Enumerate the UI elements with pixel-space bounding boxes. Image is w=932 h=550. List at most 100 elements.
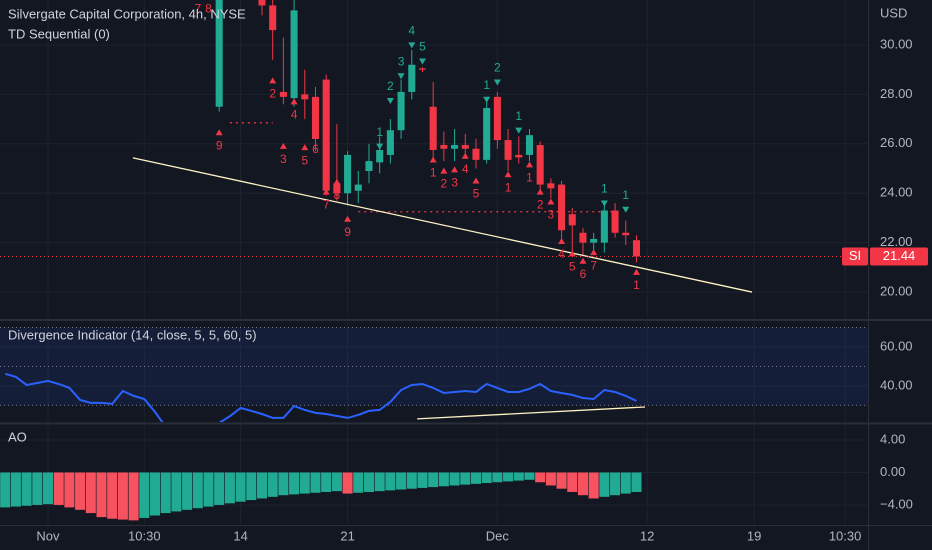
td-label: 1 [633,278,640,292]
td-marker [568,250,576,257]
candle-body [258,0,266,6]
candle-body [322,79,330,191]
currency-label: USD [880,5,907,20]
ao-bar [460,472,471,485]
ao-bar [32,472,43,505]
y-tick-label: −4.00 [880,496,913,511]
td-label: 1 [430,166,437,180]
td-label: 1 [483,78,490,92]
td-marker [397,73,405,80]
td-label: 2 [441,177,448,191]
y-tick-label: 26.00 [880,135,913,150]
ao-bar [406,472,417,489]
ao-bar [75,472,86,510]
candle-body [418,68,427,70]
td-label: 5 [569,260,576,274]
td-label: 1 [515,109,522,123]
td-marker [440,167,448,174]
candle-body [215,0,223,107]
ao-bar [342,472,353,494]
line-series [4,372,637,422]
ao-bar [171,472,182,512]
candle-body [461,145,469,149]
price-box [870,247,928,266]
ao-bar [192,472,203,509]
candle-body [440,145,448,149]
ao-bar [374,472,385,492]
ao-bar [417,472,428,488]
ao-bar [128,472,139,521]
td-label: 3 [280,152,287,166]
td-marker [311,132,319,139]
trend-line [417,406,646,420]
td-marker [600,200,608,207]
candle-body [365,161,373,171]
td-marker [547,198,555,205]
td-marker [504,171,512,178]
td-marker [483,96,491,103]
candle-body [547,183,555,189]
symbol-label: SI [849,248,861,263]
td-label: 4 [462,162,469,176]
td-marker [590,249,598,256]
ao-bar [139,472,150,518]
ao-bar [117,472,128,520]
candle-body [333,183,341,194]
candle-body [504,140,512,160]
candle-body [429,106,437,150]
y-tick-label: 22.00 [880,234,913,249]
ao-bar [235,472,246,502]
ao-bar [524,472,535,480]
y-tick-label: 4.00 [880,431,905,446]
ao-bar [10,472,21,507]
candle-body [354,184,362,191]
candle-body [376,149,384,163]
td-marker [279,142,287,149]
candle-body [386,130,394,155]
td-label: 1 [622,188,629,202]
td-label: 6 [580,267,587,281]
ao-bar [620,472,631,494]
candle-body [600,210,608,243]
candle-body [622,232,630,236]
ao-bar [299,472,310,494]
y-tick-label: 24.00 [880,185,913,200]
y-tick-label: 30.00 [880,36,913,51]
ao-bar [599,472,610,497]
td-marker [536,188,544,195]
candle-body [493,96,501,141]
chart-title: Silvergate Capital Corporation, 4h, NYSE [8,6,246,21]
y-tick-label: 40.00 [880,377,913,392]
td-label: 4 [558,247,565,261]
td-marker [408,42,416,49]
ao-bar [96,472,107,518]
candle-body [301,94,309,100]
td-label: 4 [291,108,298,122]
ao-bar [449,472,460,486]
td-label: 3 [398,54,405,68]
td-marker [558,237,566,244]
ao-bar [246,472,257,501]
td-marker [344,215,352,222]
ao-bar [503,472,514,482]
td-marker [269,77,277,84]
y-tick-label: 20.00 [880,283,913,298]
candle-body [536,145,544,185]
ao-bar [278,472,289,496]
ao-bar [556,472,567,489]
ao-bar [64,472,75,508]
td-label: 5 [473,187,480,201]
ao-bar [203,472,214,507]
td-marker [418,58,426,65]
candle-body [290,10,298,99]
candle-body [408,64,416,92]
ao-bar [363,472,375,492]
ao-bar [470,472,482,484]
ao-bar [610,472,621,496]
td-label: 1 [505,180,512,194]
candle-body [632,240,640,257]
td-label: 1 [601,182,608,196]
